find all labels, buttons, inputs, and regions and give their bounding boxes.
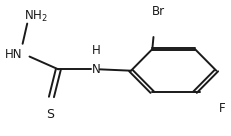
Text: H: H [92, 44, 100, 57]
Text: N: N [92, 63, 100, 76]
Text: S: S [46, 108, 54, 121]
Text: HN: HN [5, 48, 23, 61]
Text: F: F [218, 102, 224, 115]
Text: NH$_2$: NH$_2$ [24, 9, 47, 24]
Text: Br: Br [152, 5, 164, 18]
